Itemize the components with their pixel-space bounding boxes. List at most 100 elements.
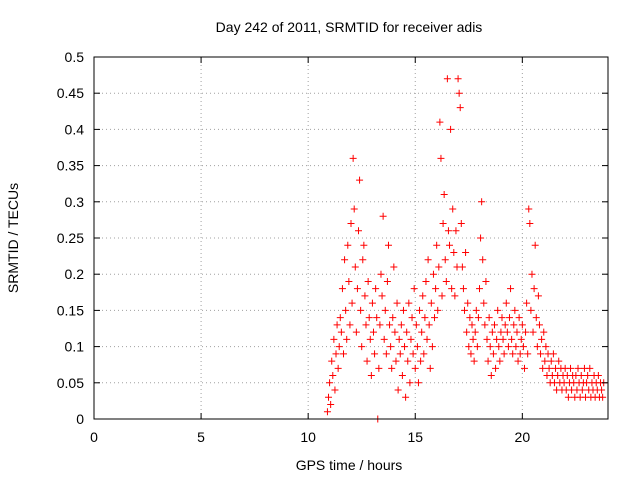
data-point (473, 343, 481, 351)
y-tick-label: 0.3 (65, 194, 85, 210)
data-point (439, 220, 447, 228)
data-point (513, 328, 521, 336)
data-point (476, 285, 483, 293)
data-point (545, 364, 553, 372)
data-point (510, 321, 518, 329)
data-point (349, 154, 357, 162)
y-tick-label: 0.35 (57, 158, 84, 174)
data-point (354, 227, 362, 235)
data-point (376, 321, 384, 329)
data-point (471, 328, 479, 336)
data-point (534, 292, 542, 300)
data-point (337, 328, 345, 336)
data-point (578, 386, 586, 394)
data-point (537, 350, 545, 358)
data-point (325, 393, 333, 401)
data-point (361, 292, 369, 300)
data-point (481, 321, 489, 329)
data-point (508, 335, 516, 343)
data-point (451, 292, 459, 300)
data-point (482, 277, 490, 285)
data-point (438, 292, 446, 300)
data-point (479, 256, 487, 264)
data-point (567, 364, 575, 372)
data-point (519, 343, 527, 351)
data-point (441, 256, 449, 264)
data-point (594, 372, 602, 380)
data-point (492, 364, 500, 372)
data-point (358, 343, 366, 351)
data-point (488, 328, 496, 336)
data-point (498, 314, 506, 322)
data-point (426, 364, 434, 372)
data-point (326, 379, 334, 387)
data-point (412, 321, 420, 329)
data-point (401, 343, 409, 351)
data-point (364, 277, 372, 285)
data-point (404, 357, 412, 365)
data-point (535, 321, 543, 329)
data-point (531, 241, 539, 249)
data-point (384, 241, 392, 249)
data-point (381, 306, 389, 314)
data-point (363, 357, 371, 365)
data-point (408, 314, 416, 322)
data-point (428, 343, 436, 351)
data-point (340, 350, 348, 358)
data-point (395, 335, 403, 343)
data-point (444, 227, 452, 235)
data-point (490, 321, 498, 329)
data-point (435, 263, 443, 271)
data-point (356, 176, 364, 184)
data-point (538, 335, 546, 343)
data-point (456, 104, 464, 112)
data-point (347, 220, 355, 228)
data-point (516, 350, 524, 358)
data-point (541, 357, 549, 365)
data-point (464, 299, 472, 307)
data-point (352, 328, 360, 336)
data-point (341, 256, 349, 264)
data-point (533, 343, 541, 351)
data-point (501, 321, 509, 329)
x-tick-label: 10 (300, 429, 316, 445)
data-point (463, 328, 471, 336)
data-point (396, 350, 404, 358)
data-point (529, 328, 537, 336)
data-point (530, 285, 538, 293)
data-point (367, 372, 375, 380)
data-point (416, 306, 424, 314)
y-tick-label: 0.15 (57, 302, 84, 318)
y-tick-label: 0.1 (65, 339, 85, 355)
data-point (470, 357, 478, 365)
data-point (380, 335, 388, 343)
data-point (520, 364, 528, 372)
data-point (362, 321, 370, 329)
data-point (542, 343, 550, 351)
data-point (397, 321, 405, 329)
data-point (422, 277, 430, 285)
data-point (477, 234, 485, 242)
data-point (330, 335, 338, 343)
data-point (437, 154, 445, 162)
data-point (524, 350, 532, 358)
x-tick-label: 20 (515, 429, 531, 445)
data-point (431, 314, 439, 322)
data-point (375, 364, 383, 372)
data-point (515, 314, 523, 322)
data-point (377, 270, 385, 278)
data-point (434, 306, 442, 314)
data-point (371, 350, 379, 358)
data-point (446, 241, 454, 249)
data-point (483, 335, 491, 343)
data-point (323, 408, 331, 416)
data-point (348, 299, 356, 307)
data-point (547, 357, 555, 365)
data-point (528, 270, 536, 278)
axis-ticks: 0 0.05 0.1 0.15 0.2 0.25 0.3 0.35 0.4 0.45 0.5 0 5 10… (57, 49, 608, 445)
data-point (425, 321, 433, 329)
chart-title: Day 242 of 2011, SRMTID for receiver adi… (216, 19, 483, 35)
data-point (527, 306, 535, 314)
data-point (411, 364, 419, 372)
